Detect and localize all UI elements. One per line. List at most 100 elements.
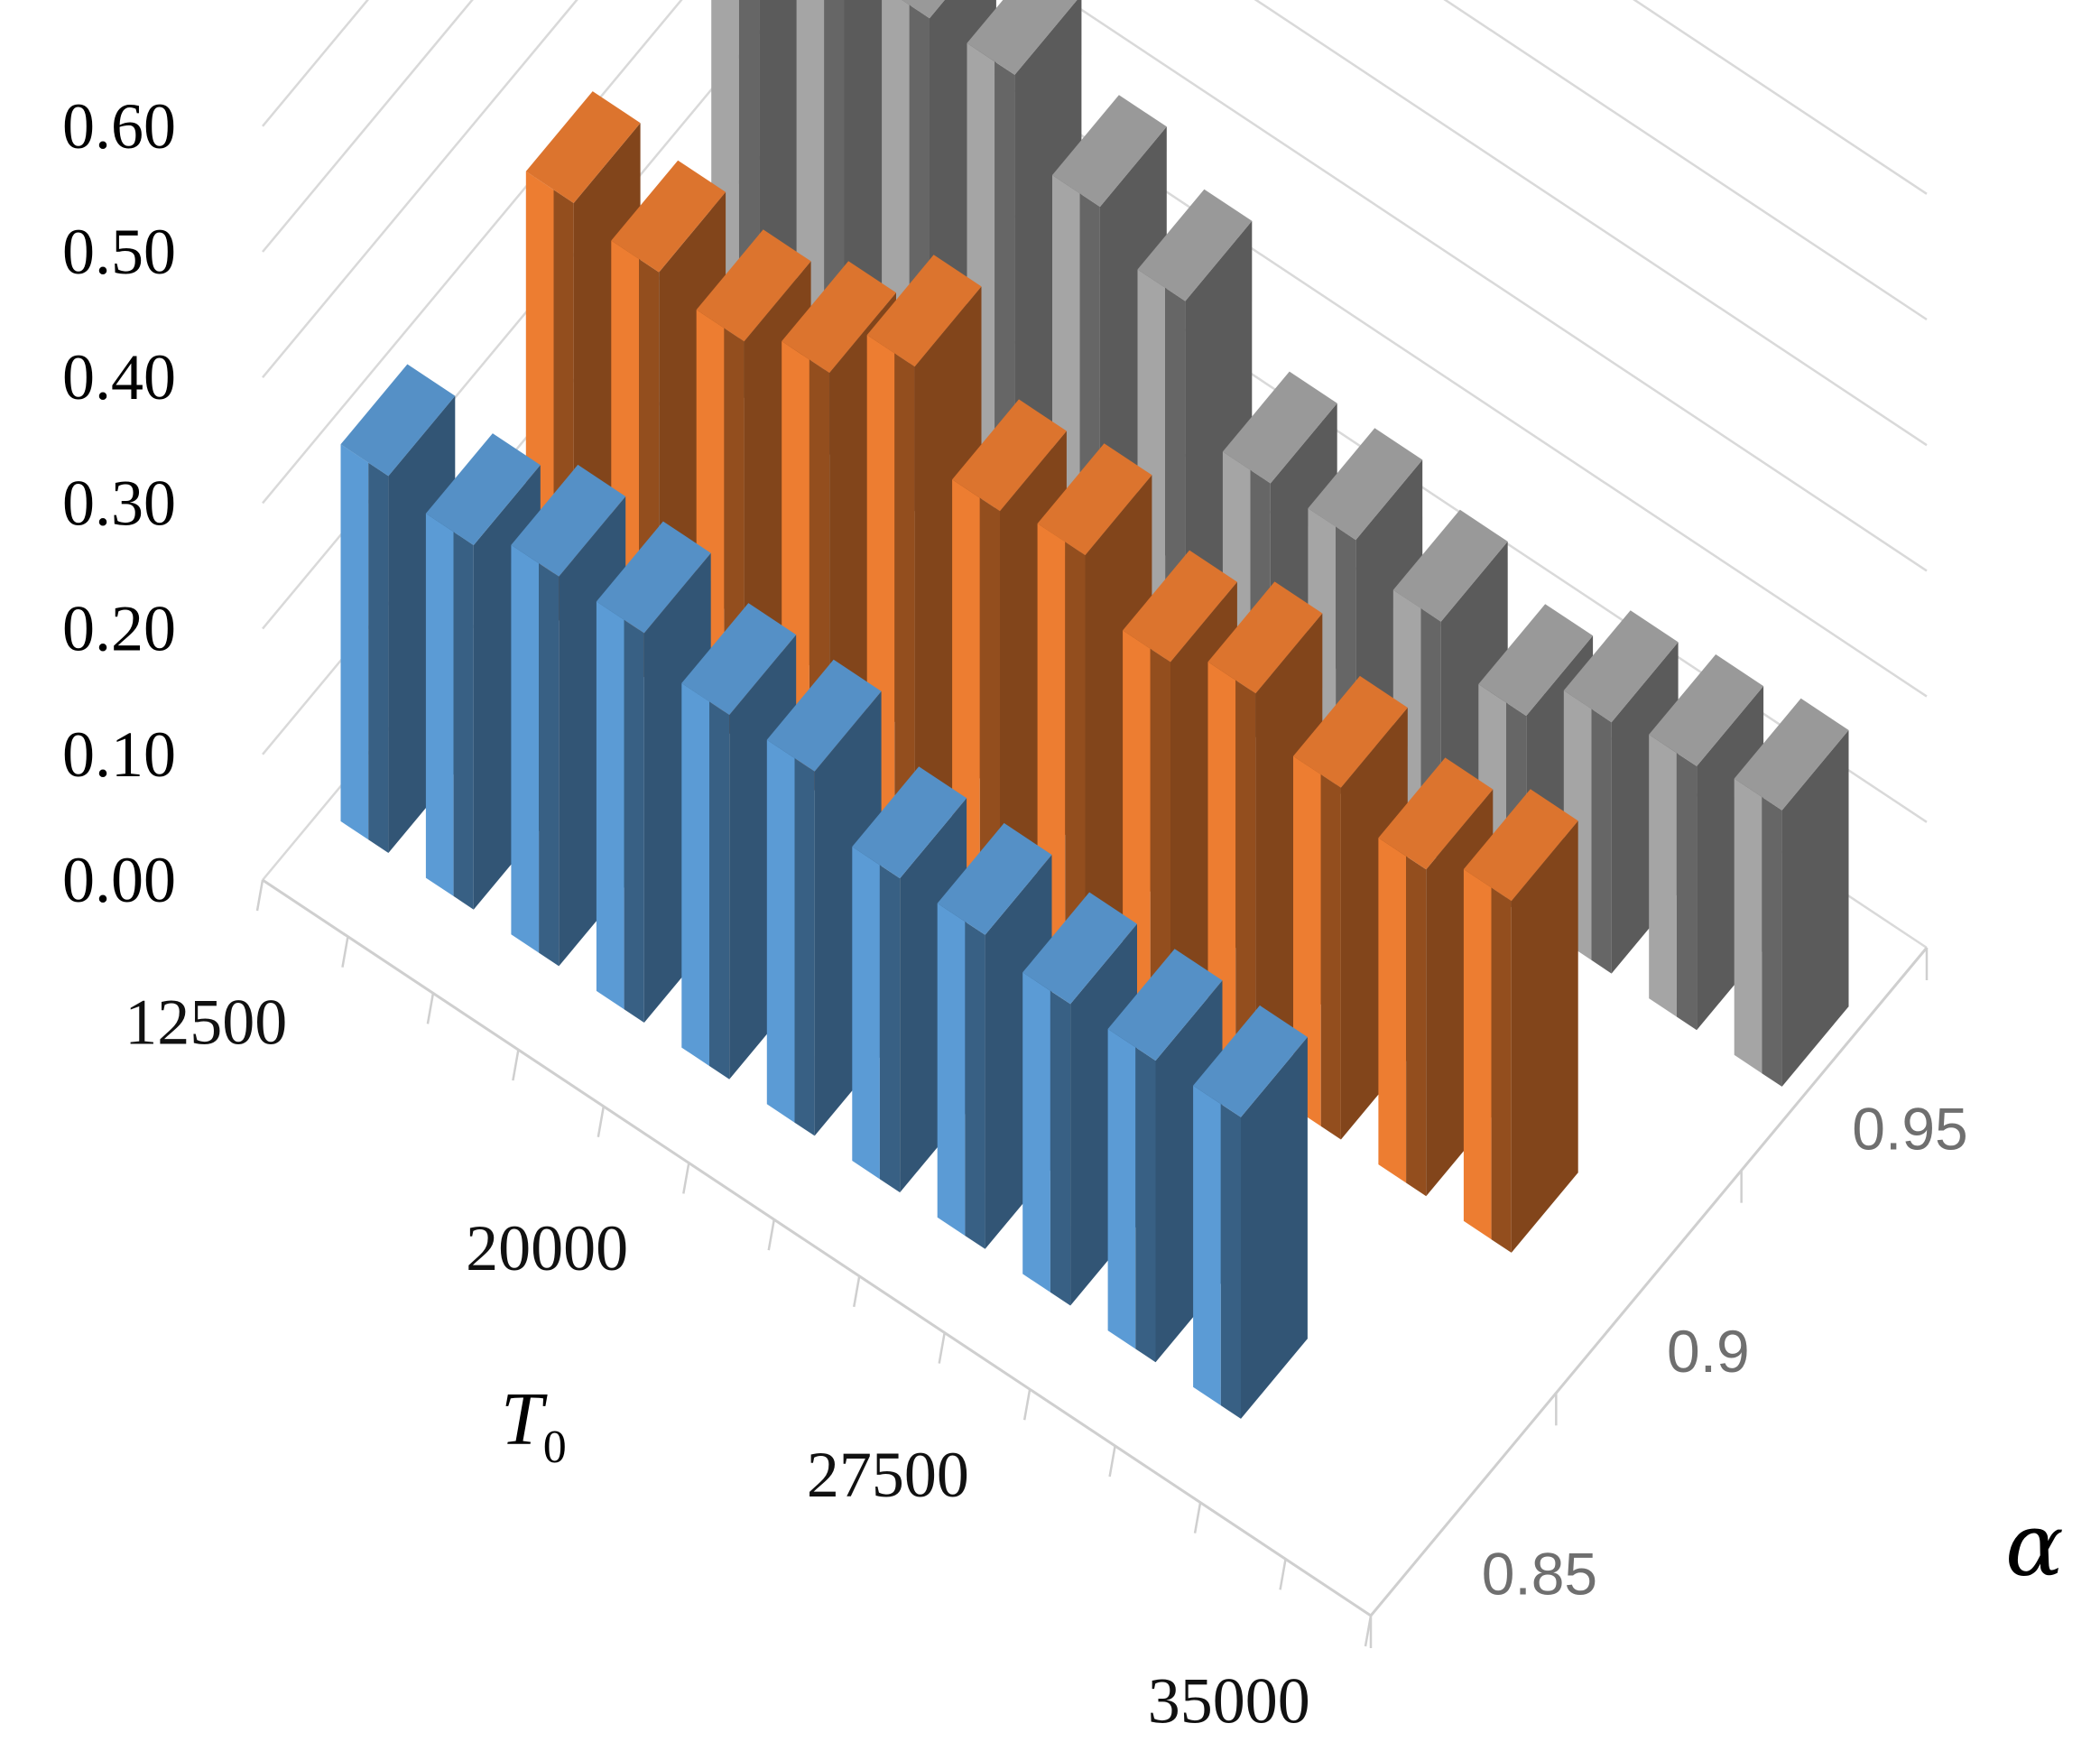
bar-front-face	[681, 682, 709, 1066]
bar	[766, 659, 882, 1136]
bar-front-face	[1123, 630, 1151, 1014]
bar-front-face	[1734, 778, 1762, 1074]
bar-side-face	[1235, 680, 1256, 1083]
x-tick-label: 35000	[1148, 1665, 1310, 1737]
x-tick-mark	[512, 1049, 520, 1081]
bar-top-face	[1193, 1005, 1308, 1117]
x-axis-title: T0	[501, 1377, 567, 1473]
bar-side-face	[709, 701, 730, 1079]
bar	[1734, 698, 1849, 1087]
bar-top-face	[952, 399, 1067, 512]
bar-front-face	[1022, 972, 1050, 1293]
bar-side-face	[1220, 1104, 1241, 1419]
bar-top-face	[1563, 610, 1679, 723]
bar-top-face	[425, 433, 541, 545]
bar-top-face	[1392, 509, 1508, 622]
bar-top-face	[511, 464, 626, 577]
bar-side-face	[1491, 887, 1512, 1253]
bar-side-face	[879, 865, 901, 1193]
x-tick-label: 20000	[466, 1212, 628, 1284]
bar-top-face	[902, 0, 945, 19]
bar-top-face	[1463, 789, 1578, 902]
bar-front-face	[766, 739, 795, 1123]
z-tick-label: 0.9	[1667, 1318, 1750, 1385]
bar-front-face	[596, 601, 624, 1010]
bar-side-face	[1406, 856, 1427, 1197]
y-tick-label: 0.30	[62, 467, 176, 539]
axes: 0.00 0.10 0.20 0.30 0.40 0.50 0.60 12500 20000 27…	[62, 90, 1968, 1737]
bar-top-face	[1293, 675, 1408, 788]
z-tick-label: 0.85	[1482, 1541, 1597, 1608]
bar-side-face	[539, 563, 560, 967]
x-tick-mark	[1279, 1559, 1287, 1590]
bar-side-face	[1591, 709, 1612, 974]
bar-front-face	[1649, 734, 1677, 1017]
x-tick-mark	[1193, 1502, 1202, 1534]
bar-top-face	[866, 255, 982, 367]
bar-front-face	[1193, 1085, 1221, 1406]
bar-front-face	[937, 903, 966, 1237]
gridline	[262, 0, 1928, 321]
bar-top-face	[1378, 757, 1494, 870]
z-axis-title: α	[2005, 1495, 2064, 1596]
bar-side-face	[1135, 1047, 1156, 1363]
bar-top-face	[766, 659, 882, 772]
x-tick-mark	[767, 1218, 776, 1251]
bar-side-face	[965, 922, 985, 1249]
bar-depth-face	[1781, 729, 1849, 1087]
bar-side-face	[794, 758, 815, 1136]
x-tick-label: 12500	[125, 986, 287, 1058]
bar-top-face	[1649, 654, 1764, 766]
bar-top-face	[340, 364, 456, 477]
axis-labels: T0 α	[501, 1377, 2064, 1596]
bar-front-face	[511, 544, 540, 953]
bar-top-face	[1107, 949, 1223, 1061]
x-tick-mark	[682, 1163, 690, 1194]
bar-top-face	[937, 822, 1052, 935]
bar-side-face	[624, 619, 644, 1023]
bar-side-face	[368, 462, 389, 853]
bar-top-face	[1037, 443, 1152, 556]
bar-side-face	[1150, 648, 1170, 1027]
bar-front-face	[1107, 1029, 1136, 1349]
z-tick-label: 0.95	[1852, 1095, 1967, 1162]
y-tick-label: 0.20	[62, 593, 176, 665]
bar-top-face	[1308, 428, 1423, 541]
bar-side-face	[1762, 797, 1782, 1087]
bar-front-face	[1037, 524, 1066, 957]
y-tick-label: 0.40	[62, 341, 176, 413]
bar-top-face	[967, 0, 1078, 75]
bar-top-face	[596, 521, 711, 634]
bar	[1193, 1005, 1308, 1419]
bar-side-face	[979, 497, 1000, 913]
bar-side-face	[1065, 542, 1086, 970]
bar-front-face	[1207, 662, 1236, 1070]
bar-top-face	[1222, 371, 1337, 484]
y-tick-label: 0.60	[62, 90, 176, 162]
bar	[1463, 789, 1578, 1253]
bars	[340, 0, 1849, 1419]
bar-side-face	[453, 532, 474, 910]
bar-top-face	[681, 603, 797, 716]
bar-top-face	[1478, 604, 1594, 717]
bar-top-face	[1137, 189, 1253, 301]
y-tick-label: 0.10	[62, 718, 176, 791]
bar-top-face	[782, 261, 896, 374]
x-tick-mark	[426, 993, 435, 1024]
bar-top-face	[525, 91, 641, 203]
bar-depth-face	[1241, 1037, 1308, 1419]
x-tick-mark	[255, 879, 264, 912]
y-tick-label: 0.00	[62, 844, 176, 916]
bar	[1037, 443, 1152, 970]
bar-top-face	[611, 160, 726, 273]
y-tick-label: 0.50	[62, 216, 176, 288]
bar-front-face	[1463, 869, 1492, 1240]
bar-side-face	[1320, 774, 1341, 1140]
bar-front-face	[425, 513, 454, 896]
x-tick-label: 27500	[807, 1439, 969, 1511]
bar-top-face	[852, 766, 967, 879]
bar-side-face	[894, 353, 915, 857]
bar-top-face	[1052, 95, 1167, 208]
x-tick-mark	[1022, 1389, 1031, 1421]
